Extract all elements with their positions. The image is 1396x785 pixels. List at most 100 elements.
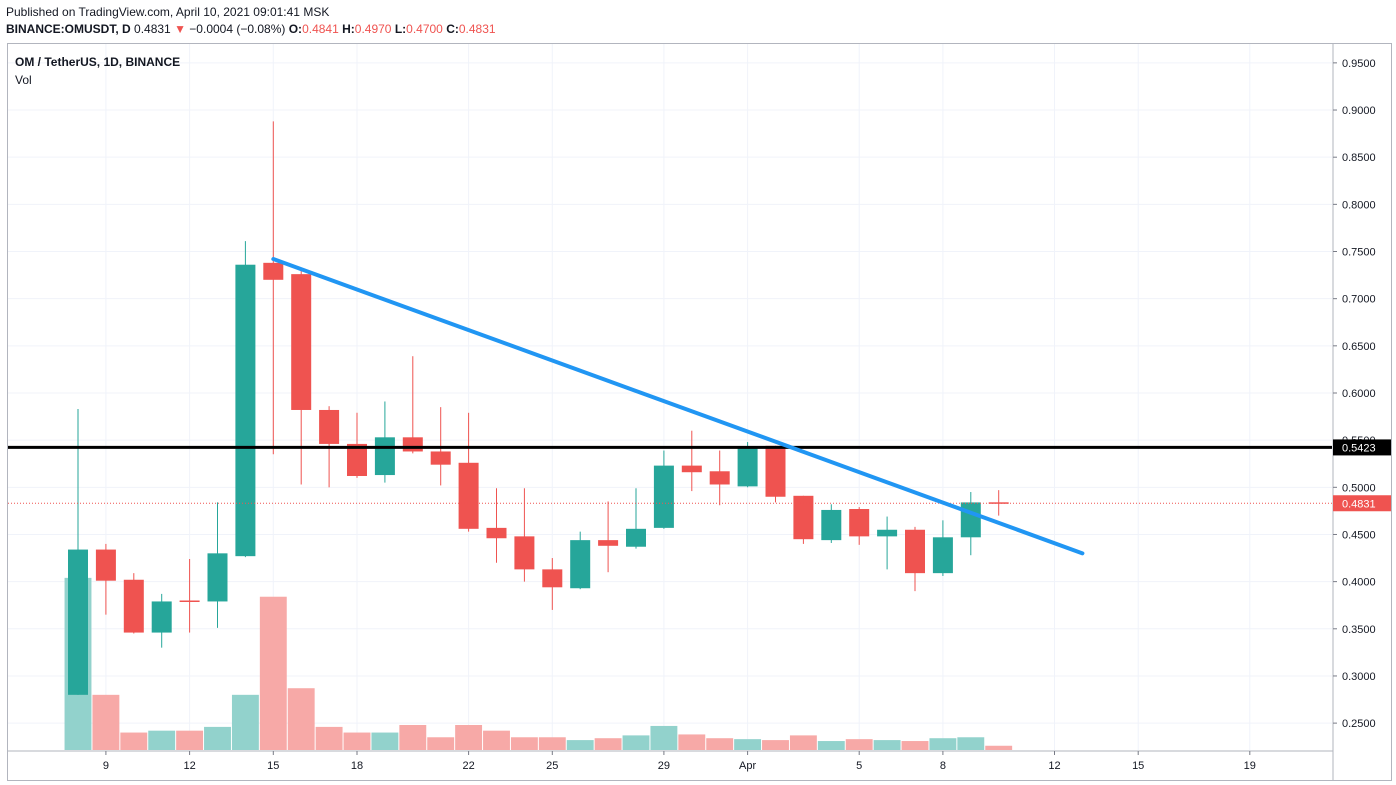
volume-bar bbox=[566, 740, 594, 750]
candle-body bbox=[570, 540, 591, 589]
price-tick-label: 0.6000 bbox=[1342, 388, 1376, 400]
price-tick-label: 0.7500 bbox=[1342, 247, 1376, 259]
candle-body bbox=[653, 465, 674, 528]
price-tick-label: 0.7000 bbox=[1342, 294, 1376, 306]
candle-body bbox=[347, 443, 367, 476]
time-tick-label: 12 bbox=[183, 760, 195, 772]
volume-bar bbox=[455, 725, 483, 750]
candle-body bbox=[905, 529, 925, 574]
price-tick-label: 0.4000 bbox=[1342, 577, 1376, 589]
close-value: 0.4831 bbox=[458, 22, 496, 36]
price-tick-label: 0.8500 bbox=[1342, 152, 1376, 164]
candle-body bbox=[95, 549, 116, 581]
chart-frame[interactable] bbox=[7, 43, 1392, 781]
candle-body bbox=[849, 509, 870, 537]
candle-body bbox=[319, 409, 340, 444]
volume-bar bbox=[594, 738, 622, 750]
time-tick-label: 12 bbox=[1048, 760, 1060, 772]
current-price-badge-bg bbox=[1333, 495, 1391, 512]
candle-body bbox=[514, 536, 535, 570]
volume-bar bbox=[762, 740, 789, 750]
candle-body bbox=[374, 437, 395, 476]
volume-bar bbox=[399, 725, 427, 750]
volume-bar bbox=[259, 596, 287, 750]
volume-bar bbox=[538, 737, 566, 750]
volume-bar bbox=[845, 739, 873, 750]
candle-body bbox=[430, 451, 451, 465]
candle-body bbox=[709, 471, 730, 485]
chart-header: Published on TradingView.com, April 10, … bbox=[6, 4, 496, 38]
volume-bar bbox=[204, 726, 231, 750]
volume-bar bbox=[929, 738, 957, 750]
price-tick-label: 0.8000 bbox=[1342, 199, 1376, 211]
volume-bar bbox=[678, 734, 706, 750]
candle-body bbox=[542, 569, 563, 588]
candle-body bbox=[821, 509, 842, 541]
time-tick-label: 22 bbox=[462, 760, 474, 772]
time-tick-label: 25 bbox=[546, 760, 558, 772]
price-tick-label: 0.6500 bbox=[1342, 341, 1376, 353]
volume-bar bbox=[957, 737, 985, 750]
candle-body bbox=[291, 274, 312, 410]
symbol-interval: BINANCE:OMUSDT, D bbox=[6, 22, 131, 36]
price-tick-label: 0.9500 bbox=[1342, 58, 1376, 70]
close-label: C: bbox=[446, 22, 459, 36]
candle-body bbox=[877, 529, 898, 537]
volume-bar bbox=[817, 741, 845, 750]
volume-bar bbox=[231, 694, 259, 750]
candle-body bbox=[179, 600, 200, 602]
last-price: 0.4831 bbox=[134, 22, 171, 36]
price-change: −0.0004 (−0.08%) bbox=[189, 22, 286, 36]
low-value: 0.4700 bbox=[406, 22, 443, 36]
volume-bar bbox=[120, 732, 148, 750]
open-label: O: bbox=[288, 22, 303, 36]
candle-body bbox=[737, 447, 758, 487]
volume-bar bbox=[622, 735, 650, 750]
candle-body bbox=[932, 537, 953, 574]
candle-body bbox=[626, 528, 646, 547]
down-arrow-icon: ▼ bbox=[174, 22, 186, 36]
high-value: 0.4970 bbox=[354, 22, 392, 36]
candle-body bbox=[68, 549, 88, 695]
volume-bar bbox=[176, 730, 204, 750]
price-tick-label: 0.3500 bbox=[1342, 624, 1376, 636]
volume-bar bbox=[483, 730, 510, 750]
volume-bar bbox=[92, 694, 120, 750]
open-value: 0.4841 bbox=[302, 22, 339, 36]
volume-bar bbox=[315, 726, 343, 750]
horizontal-level-badge-bg bbox=[1333, 439, 1391, 456]
candle-body bbox=[793, 495, 814, 540]
time-tick-label: 19 bbox=[1244, 760, 1256, 772]
low-label: L: bbox=[394, 22, 407, 36]
chart-legend: OM / TetherUS, 1D, BINANCE Vol bbox=[15, 53, 180, 89]
time-tick-label: 8 bbox=[940, 760, 946, 772]
volume-bar bbox=[287, 688, 315, 750]
candle-body bbox=[765, 445, 786, 497]
candle-body bbox=[598, 540, 619, 546]
legend-volume[interactable]: Vol bbox=[15, 73, 32, 87]
price-tick-label: 0.4500 bbox=[1342, 529, 1376, 541]
volume-bar bbox=[371, 732, 399, 750]
candle-body bbox=[151, 601, 172, 633]
candle-body bbox=[486, 527, 507, 539]
volume-bar bbox=[706, 738, 734, 750]
candle-body bbox=[458, 462, 479, 529]
time-tick-label: 29 bbox=[658, 760, 670, 772]
time-tick-label: 5 bbox=[856, 760, 862, 772]
horizontal-level-badge: 0.5423 bbox=[1342, 442, 1376, 454]
current-price-badge: 0.4831 bbox=[1342, 498, 1376, 510]
volume-bar bbox=[901, 741, 929, 750]
trendline bbox=[271, 257, 1085, 556]
time-tick-label: Apr bbox=[739, 760, 756, 772]
volume-bar bbox=[148, 730, 176, 750]
time-tick-label: 18 bbox=[351, 760, 363, 772]
candle-body bbox=[263, 262, 284, 280]
time-tick-label: 9 bbox=[103, 760, 109, 772]
high-label: H: bbox=[342, 22, 355, 36]
time-tick-label: 15 bbox=[1132, 760, 1144, 772]
volume-bar bbox=[650, 725, 678, 750]
legend-title[interactable]: OM / TetherUS, 1D, BINANCE bbox=[15, 55, 181, 69]
volume-bar bbox=[343, 732, 371, 750]
published-line: Published on TradingView.com, April 10, … bbox=[6, 5, 330, 19]
